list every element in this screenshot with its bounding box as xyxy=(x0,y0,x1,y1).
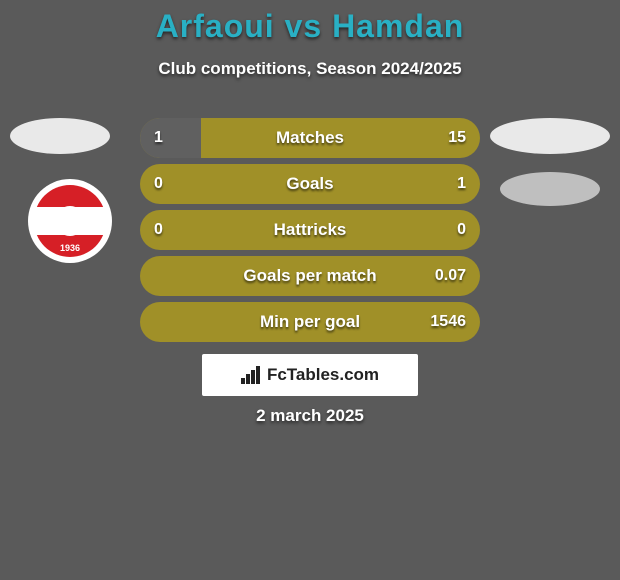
page-title: Arfaoui vs Hamdan xyxy=(0,0,620,45)
stat-label: Matches xyxy=(140,118,480,158)
stat-track: 115Matches xyxy=(140,118,480,158)
branding-text: FcTables.com xyxy=(267,365,379,385)
comparison-card: Arfaoui vs Hamdan Club competitions, Sea… xyxy=(0,0,620,580)
stat-label: Min per goal xyxy=(140,302,480,342)
stat-row: 115Matches xyxy=(0,118,620,164)
stat-track: 0.07Goals per match xyxy=(140,256,480,296)
stat-track: 00Hattricks xyxy=(140,210,480,250)
stat-label: Hattricks xyxy=(140,210,480,250)
stat-track: 01Goals xyxy=(140,164,480,204)
date-line: 2 march 2025 xyxy=(0,406,620,426)
stat-row: 00Hattricks xyxy=(0,210,620,256)
subtitle: Club competitions, Season 2024/2025 xyxy=(0,59,620,79)
stat-track: 1546Min per goal xyxy=(140,302,480,342)
fctables-icon xyxy=(241,366,261,384)
stat-row: 01Goals xyxy=(0,164,620,210)
stat-row: 0.07Goals per match xyxy=(0,256,620,302)
branding-box: FcTables.com xyxy=(202,354,418,396)
stat-row: 1546Min per goal xyxy=(0,302,620,348)
stat-rows: 115Matches 01Goals 00Hattricks 0.07Goals pe… xyxy=(0,118,620,348)
stat-label: Goals xyxy=(140,164,480,204)
stat-label: Goals per match xyxy=(140,256,480,296)
